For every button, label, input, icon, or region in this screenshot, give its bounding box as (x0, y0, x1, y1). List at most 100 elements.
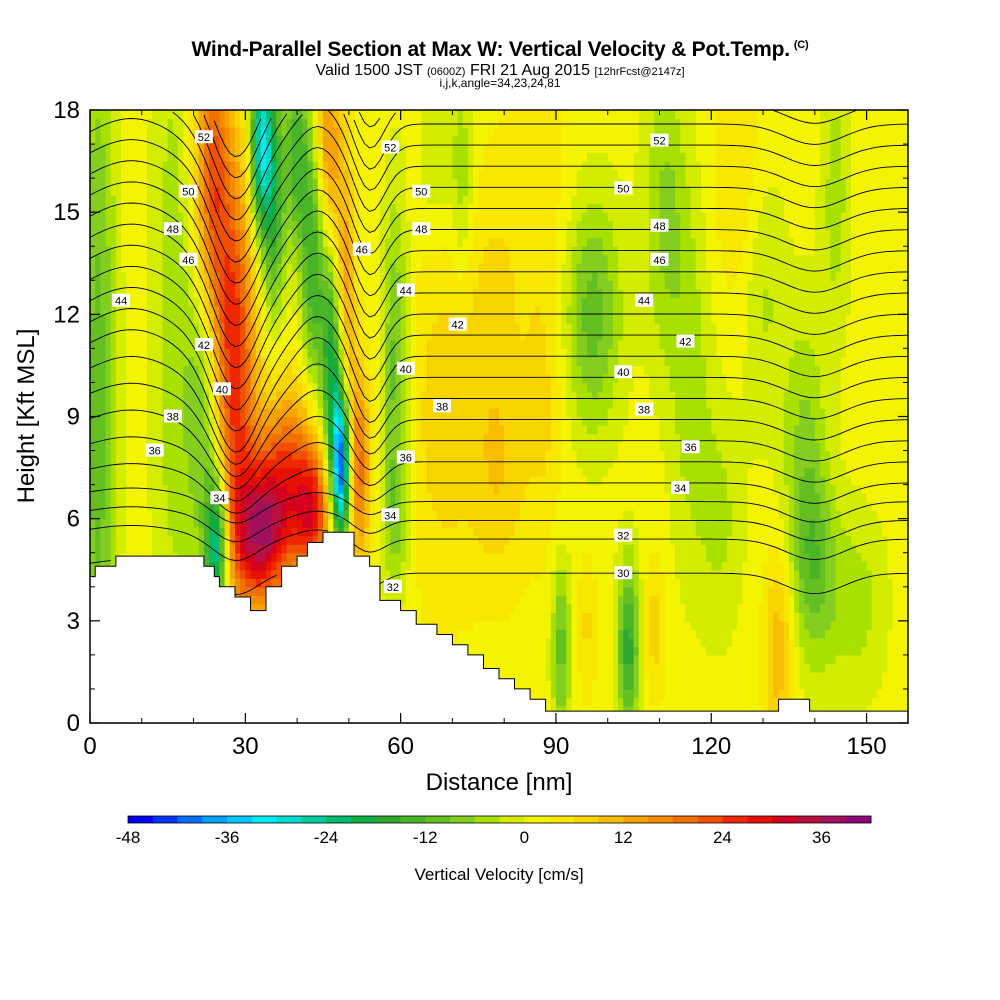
velocity-cell (649, 697, 661, 707)
velocity-cell (825, 203, 847, 213)
velocity-cell (317, 118, 324, 128)
velocity-cell (193, 212, 200, 222)
velocity-cell (638, 569, 650, 579)
velocity-cell (473, 135, 490, 145)
velocity-cell (421, 425, 490, 435)
velocity-cell (561, 118, 640, 128)
velocity-cell (509, 612, 552, 622)
velocity-cell (255, 407, 298, 418)
velocity-cell (778, 612, 785, 622)
velocity-cell (317, 433, 324, 443)
velocity-cell (260, 203, 267, 213)
velocity-cell (224, 263, 231, 273)
velocity-cell (788, 671, 795, 682)
velocity-cell (659, 416, 676, 426)
velocity-cell (700, 195, 718, 205)
velocity-cell (643, 663, 666, 673)
velocity-cell (115, 433, 127, 443)
velocity-cell (783, 595, 790, 605)
velocity-cell (271, 510, 283, 520)
velocity-cell (307, 442, 314, 452)
velocity-cell (276, 229, 283, 239)
theta-contour-line (89, 487, 909, 524)
velocity-cell (245, 314, 252, 324)
theta-label-bg (433, 399, 452, 413)
velocity-cell (90, 390, 107, 401)
theta-label-bg (194, 338, 213, 351)
velocity-cell (250, 144, 257, 154)
theta-label-text: 46 (356, 245, 368, 257)
velocity-cell (343, 493, 350, 503)
velocity-cell (633, 365, 645, 375)
velocity-cell (700, 339, 718, 349)
velocity-cell (825, 442, 842, 452)
velocity-cell (390, 373, 397, 384)
velocity-cell (395, 476, 402, 486)
velocity-cell (245, 578, 257, 588)
velocity-cell (385, 484, 391, 494)
velocity-cell (348, 118, 355, 128)
velocity-cell (338, 220, 345, 230)
velocity-cell (333, 356, 340, 367)
velocity-cell (473, 527, 516, 537)
velocity-cell (783, 476, 795, 486)
velocity-cell (260, 280, 267, 290)
velocity-cell (416, 561, 547, 571)
velocity-cell (587, 382, 604, 392)
velocity-cell (379, 527, 386, 537)
velocity-cell (405, 382, 412, 392)
colorbar-tick-label: 36 (812, 828, 831, 847)
velocity-cell (188, 271, 195, 281)
velocity-cell (654, 654, 661, 664)
velocity-cell (706, 399, 785, 409)
velocity-cell (452, 254, 469, 264)
velocity-cell (203, 263, 210, 273)
velocity-cell (224, 127, 231, 137)
velocity-cell (183, 144, 189, 154)
velocity-cell (224, 271, 236, 281)
velocity-cell (343, 467, 350, 477)
velocity-cell (597, 390, 614, 401)
velocity-cell (819, 373, 842, 384)
velocity-cell (307, 390, 314, 401)
velocity-cell (338, 365, 345, 375)
velocity-cell (322, 425, 329, 435)
theta-label-text: 50 (617, 183, 629, 195)
velocity-cell (271, 186, 277, 196)
velocity-cell (685, 169, 702, 179)
velocity-cell (374, 373, 381, 384)
velocity-cell (245, 169, 252, 179)
velocity-cell (286, 280, 298, 290)
velocity-cell (188, 203, 195, 213)
velocity-cell (343, 442, 350, 452)
velocity-cell (146, 135, 169, 145)
velocity-cell (555, 339, 562, 349)
velocity-cell (110, 169, 122, 179)
velocity-cell (245, 280, 252, 290)
velocity-cell (348, 442, 355, 452)
theta-label: 52 (650, 133, 669, 148)
velocity-cell (788, 484, 795, 494)
velocity-cell (322, 373, 329, 384)
velocity-cell (555, 688, 567, 699)
velocity-cell (416, 484, 428, 494)
velocity-cell (229, 152, 236, 162)
velocity-cell (322, 518, 329, 528)
theta-label-text: 38 (436, 401, 448, 413)
velocity-cell (302, 305, 309, 315)
velocity-cell (333, 220, 340, 230)
velocity-cell (90, 305, 96, 315)
velocity-cell (592, 688, 614, 699)
velocity-cell (369, 433, 376, 443)
velocity-cell (400, 348, 407, 358)
velocity-cell (737, 620, 759, 630)
velocity-cell (209, 399, 215, 409)
velocity-cell (307, 169, 314, 179)
velocity-cell (571, 620, 578, 630)
velocity-cell (592, 612, 598, 622)
velocity-cell (110, 527, 117, 537)
velocity-cell (317, 501, 324, 511)
velocity-cell (115, 339, 127, 349)
velocity-cell (669, 493, 686, 503)
velocity-cell (364, 484, 371, 494)
